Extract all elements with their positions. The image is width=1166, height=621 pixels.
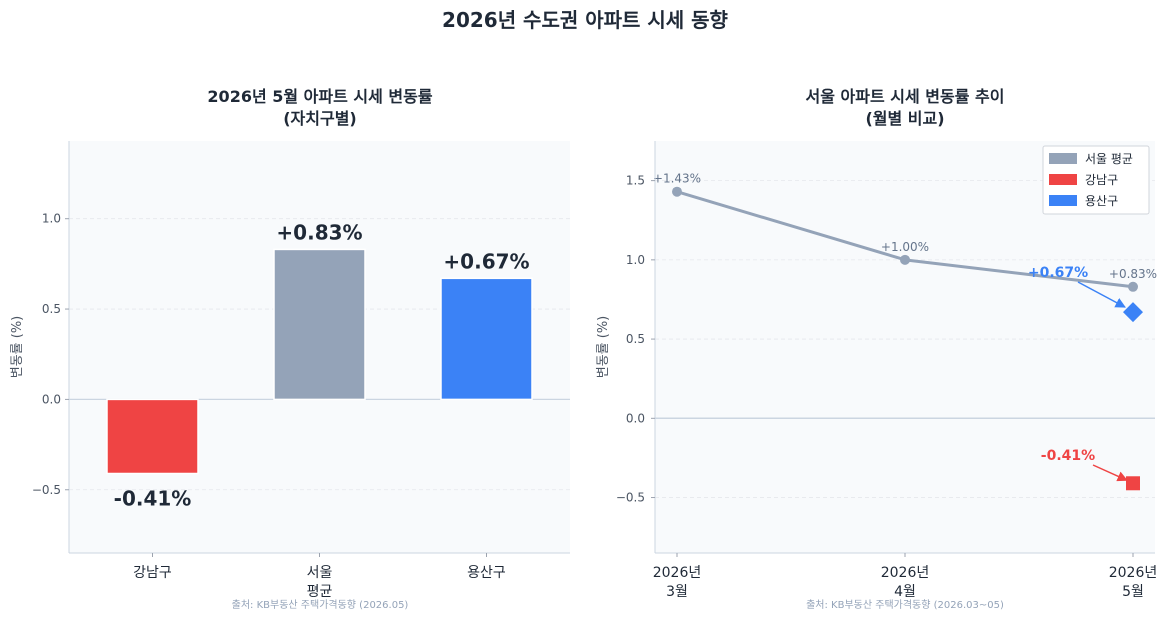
line-x-tick-label: 3월	[666, 584, 688, 600]
line-y-tick-label: −0.5	[616, 491, 645, 505]
series-gangnam-annotation: -0.41%	[1041, 448, 1095, 464]
bar-2	[440, 277, 533, 401]
legend-swatch	[1049, 153, 1077, 164]
series-seoul-average-point	[900, 254, 910, 265]
line-x-tick-label: 5월	[1122, 584, 1144, 600]
bar-value-label: +0.67%	[443, 249, 529, 273]
series-seoul-average-point-label: +1.00%	[881, 240, 929, 254]
legend-label: 용산구	[1085, 194, 1118, 208]
line-y-tick-label: 1.0	[626, 253, 645, 267]
bar-x-tick-label: 서울	[307, 565, 333, 581]
series-yongsan-point	[1123, 302, 1143, 323]
series-seoul-average-point	[1128, 281, 1138, 292]
bar-source-note: 출처: KB부동산 주택가격동향 (2026.05)	[232, 598, 409, 611]
line-x-tick-label: 4월	[894, 584, 916, 600]
bar-y-tick-label: −0.5	[32, 483, 61, 497]
series-gangnam-arrow	[1092, 464, 1128, 482]
bar-x-tick-label: 용산구	[467, 565, 506, 581]
series-seoul-average-point	[672, 186, 682, 197]
line-y-tick-label: 0.5	[626, 332, 645, 346]
bar-1	[273, 248, 366, 401]
line-chart-title-line2: (월별 비교)	[865, 109, 944, 128]
series-yongsan-arrow	[1077, 281, 1126, 308]
bar-y-tick-label: 0.5	[42, 302, 61, 316]
bar-x-tick-label: 평균	[307, 584, 333, 600]
line-y-tick-label: 0.0	[626, 411, 645, 425]
bar-x-tick-label: 강남구	[133, 565, 172, 581]
bar-chart-title-line1: 2026년 5월 아파트 시세 변동률	[207, 87, 432, 106]
bar-chart-title-line2: (자치구별)	[283, 109, 357, 128]
legend-label: 강남구	[1085, 173, 1118, 187]
bar-y-tick-label: 0.0	[42, 392, 61, 406]
bar-value-label: +0.83%	[276, 220, 362, 244]
bar-0	[106, 398, 199, 475]
legend-swatch	[1049, 174, 1077, 185]
line-chart-title-line1: 서울 아파트 시세 변동률 추이	[806, 87, 1005, 106]
series-seoul-average-point-label: +0.83%	[1109, 267, 1157, 281]
figure-title: 2026년 수도권 아파트 시세 동향	[442, 8, 729, 32]
legend-label: 서울 평균	[1085, 152, 1133, 166]
line-x-tick-label: 2026년	[1109, 565, 1158, 581]
line-x-tick-label: 2026년	[653, 565, 702, 581]
line-chart-panel: 서울 아파트 시세 변동률 추이 (월별 비교) +1.43% +1.00% +0.…	[596, 87, 1157, 611]
legend-swatch	[1049, 195, 1077, 206]
bar-y-axis-label: 변동률 (%)	[10, 316, 25, 379]
series-gangnam-point	[1126, 476, 1140, 491]
bar-value-label: -0.41%	[114, 486, 192, 510]
line-y-axis-label: 변동률 (%)	[596, 316, 611, 379]
bar-y-tick-label: 1.0	[42, 212, 61, 226]
line-source-note: 출처: KB부동산 주택가격동향 (2026.03~05)	[806, 598, 1004, 611]
series-seoul-average-point-label: +1.43%	[653, 172, 701, 186]
line-x-tick-label: 2026년	[881, 565, 930, 581]
bar-chart-panel: 2026년 5월 아파트 시세 변동률 (자치구별) -0.41% +0.83% +…	[10, 87, 570, 611]
series-yongsan-annotation: +0.67%	[1028, 265, 1088, 281]
line-y-tick-label: 1.5	[626, 174, 645, 188]
